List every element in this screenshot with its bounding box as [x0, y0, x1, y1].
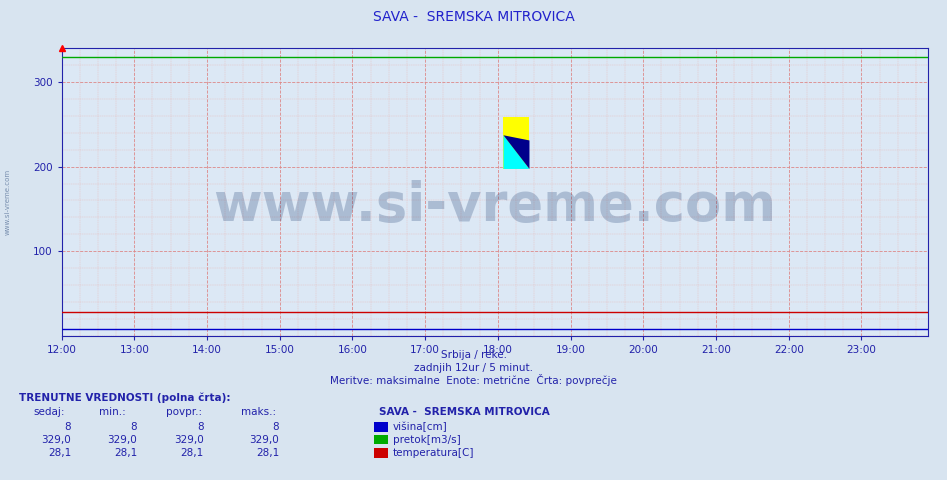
Text: 329,0: 329,0: [250, 434, 279, 444]
Text: SAVA -  SREMSKA MITROVICA: SAVA - SREMSKA MITROVICA: [379, 407, 549, 417]
Text: temperatura[C]: temperatura[C]: [393, 448, 474, 458]
Polygon shape: [504, 135, 529, 169]
Text: pretok[m3/s]: pretok[m3/s]: [393, 434, 461, 444]
Text: TRENUTNE VREDNOSTI (polna črta):: TRENUTNE VREDNOSTI (polna črta):: [19, 392, 230, 403]
Text: Srbija / reke.: Srbija / reke.: [440, 349, 507, 360]
Text: povpr.:: povpr.:: [166, 407, 202, 417]
Text: 329,0: 329,0: [42, 434, 71, 444]
Text: 28,1: 28,1: [47, 448, 71, 458]
Text: 8: 8: [64, 421, 71, 432]
Text: min.:: min.:: [99, 407, 126, 417]
Text: 8: 8: [273, 421, 279, 432]
Text: 8: 8: [197, 421, 204, 432]
Text: 28,1: 28,1: [114, 448, 137, 458]
Text: 329,0: 329,0: [174, 434, 204, 444]
Polygon shape: [504, 117, 529, 169]
Polygon shape: [504, 135, 529, 169]
Text: sedaj:: sedaj:: [33, 407, 64, 417]
Text: maks.:: maks.:: [241, 407, 277, 417]
Text: www.si-vreme.com: www.si-vreme.com: [5, 168, 10, 235]
Text: zadnjih 12ur / 5 minut.: zadnjih 12ur / 5 minut.: [414, 362, 533, 372]
Text: SAVA -  SREMSKA MITROVICA: SAVA - SREMSKA MITROVICA: [372, 10, 575, 24]
Text: višina[cm]: višina[cm]: [393, 421, 448, 432]
Text: 329,0: 329,0: [108, 434, 137, 444]
Text: 28,1: 28,1: [256, 448, 279, 458]
Text: Meritve: maksimalne  Enote: metrične  Črta: povprečje: Meritve: maksimalne Enote: metrične Črta…: [331, 373, 616, 385]
Text: www.si-vreme.com: www.si-vreme.com: [213, 180, 777, 232]
Text: 8: 8: [131, 421, 137, 432]
Text: 28,1: 28,1: [180, 448, 204, 458]
